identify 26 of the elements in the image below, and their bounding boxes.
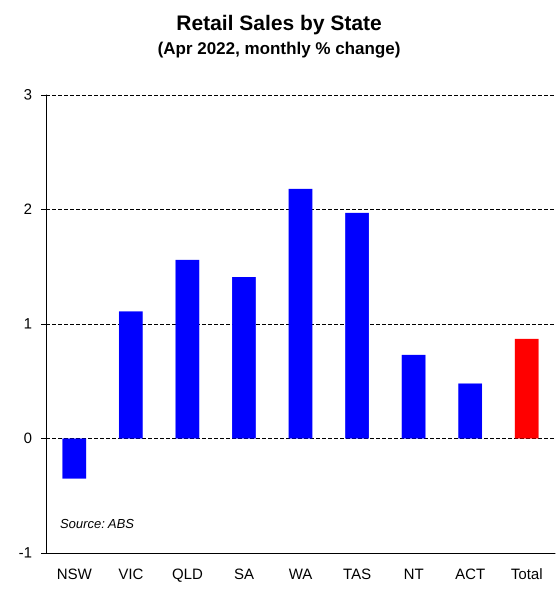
y-tick-label: -1: [18, 544, 32, 562]
x-tick-label: ACT: [455, 566, 486, 583]
x-tick-label: SA: [234, 566, 254, 583]
bar: [458, 384, 482, 438]
chart-subtitle: (Apr 2022, monthly % change): [158, 39, 400, 58]
bar: [514, 338, 539, 438]
y-tick-label: 3: [24, 86, 32, 104]
x-tick-label: WA: [288, 566, 312, 583]
x-tick-label: TAS: [343, 566, 372, 583]
x-tick-label: NT: [404, 566, 424, 583]
bar: [232, 277, 256, 438]
bar: [176, 260, 200, 438]
annotation: Source: ABS: [60, 516, 134, 531]
bar: [345, 212, 369, 438]
x-tick-label: VIC: [118, 566, 144, 583]
x-tick-label: Total: [510, 566, 543, 583]
bar: [402, 354, 426, 438]
y-tick-label: 2: [24, 201, 32, 218]
x-tick-label: QLD: [172, 566, 203, 583]
bar: [288, 188, 312, 438]
x-tick-label: NSW: [56, 566, 93, 583]
chart-title: Retail Sales by State: [176, 12, 382, 35]
y-tick-label: 1: [24, 316, 32, 332]
bar: [118, 311, 143, 438]
y-tick-label: 0: [24, 430, 32, 447]
bar: [62, 438, 86, 479]
